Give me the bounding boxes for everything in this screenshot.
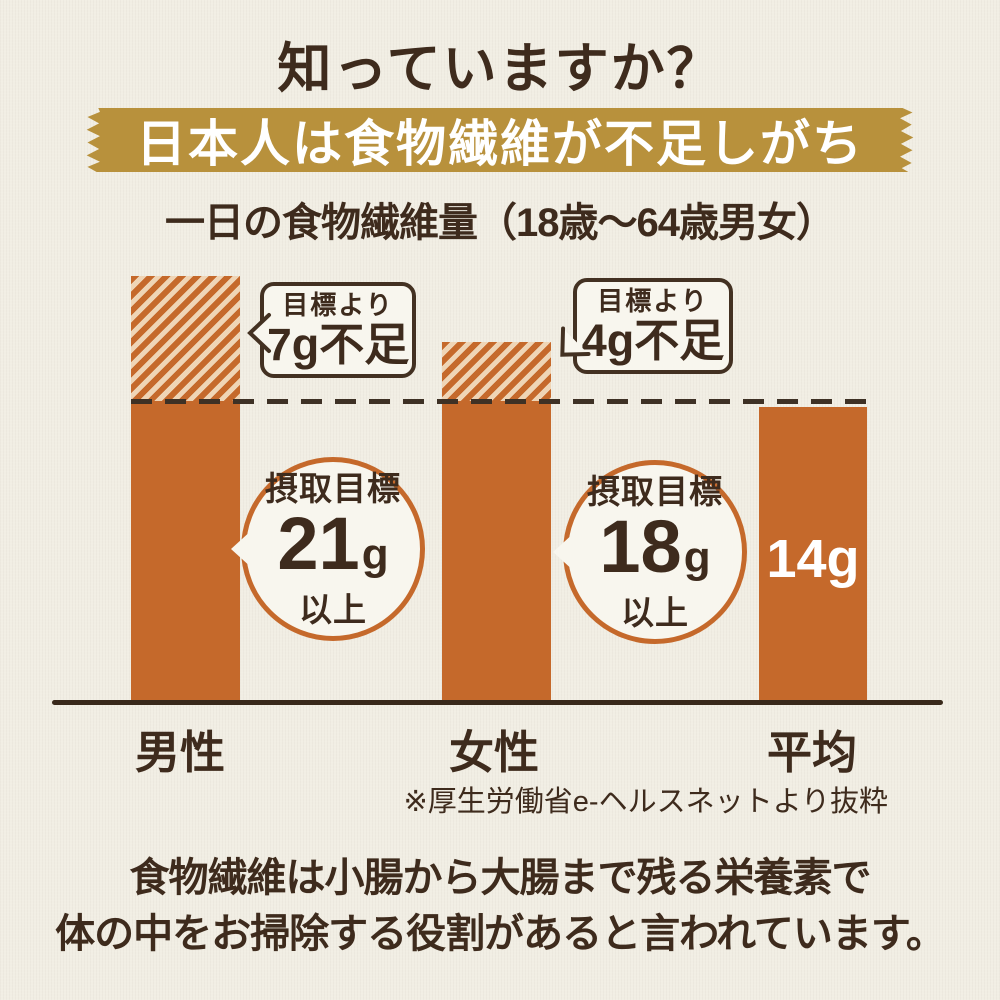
female-target-suffix: 以上	[621, 593, 689, 631]
x-axis-baseline	[52, 700, 943, 705]
source-note: ※厚生労働省e-ヘルスネットより抜粋	[403, 786, 888, 818]
intake-level-dashed-line	[131, 399, 866, 404]
x-label-average: 平均	[766, 727, 857, 778]
male-target-value-row: 21 g	[277, 501, 389, 592]
male-bar-deficit-hatch	[131, 276, 240, 402]
male-deficit-label-big: 7g不足	[266, 319, 410, 370]
bubble-pointer-downleft-icon	[560, 326, 591, 357]
male-target-value: 21	[277, 501, 360, 585]
female-target-value-row: 18 g	[599, 504, 711, 595]
x-label-male: 男性	[134, 727, 225, 778]
headline-banner: 日本人は食物繊維が不足しがち	[86, 108, 914, 172]
footer-text-line1: 食物繊維は小腸から大腸まで残る栄養素で	[129, 856, 872, 900]
male-deficit-label-small: 目標より	[282, 290, 394, 320]
bubble-pointer-left-icon	[247, 313, 271, 353]
male-target-unit: g	[361, 529, 389, 579]
headline-text: 日本人は食物繊維が不足しがち	[136, 116, 864, 172]
male-bar-intake	[131, 401, 240, 701]
x-label-female: 女性	[448, 727, 539, 778]
female-bar-intake	[442, 401, 551, 701]
female-target-caption: 摂取目標	[587, 472, 723, 510]
male-target-caption: 摂取目標	[265, 469, 401, 507]
female-target-circle: 摂取目標 18 g 以上	[553, 460, 747, 644]
female-bar-deficit-hatch	[442, 342, 551, 402]
male-target-circle: 摂取目標 21 g 以上	[231, 457, 425, 641]
male-target-suffix: 以上	[299, 590, 367, 628]
female-deficit-bubble: 目標より 4g不足	[560, 278, 733, 374]
female-target-unit: g	[683, 532, 711, 582]
chart-title: 一日の食物繊維量（18歳～64歳男女）	[165, 201, 836, 245]
average-value-label: 14g	[766, 529, 860, 589]
average-bar-intake	[759, 407, 867, 701]
male-deficit-bubble: 目標より 7g不足	[247, 282, 416, 378]
circle-pointer-left-icon	[231, 529, 253, 569]
page-title: 知っていますか？	[277, 39, 723, 99]
footer-text-line2: 体の中をお掃除する役割があると言われています。	[55, 912, 946, 956]
female-deficit-label-small: 目標より	[597, 286, 709, 316]
circle-pointer-left-icon	[553, 532, 575, 572]
female-deficit-label-big: 4g不足	[581, 315, 725, 366]
female-target-value: 18	[599, 504, 682, 588]
